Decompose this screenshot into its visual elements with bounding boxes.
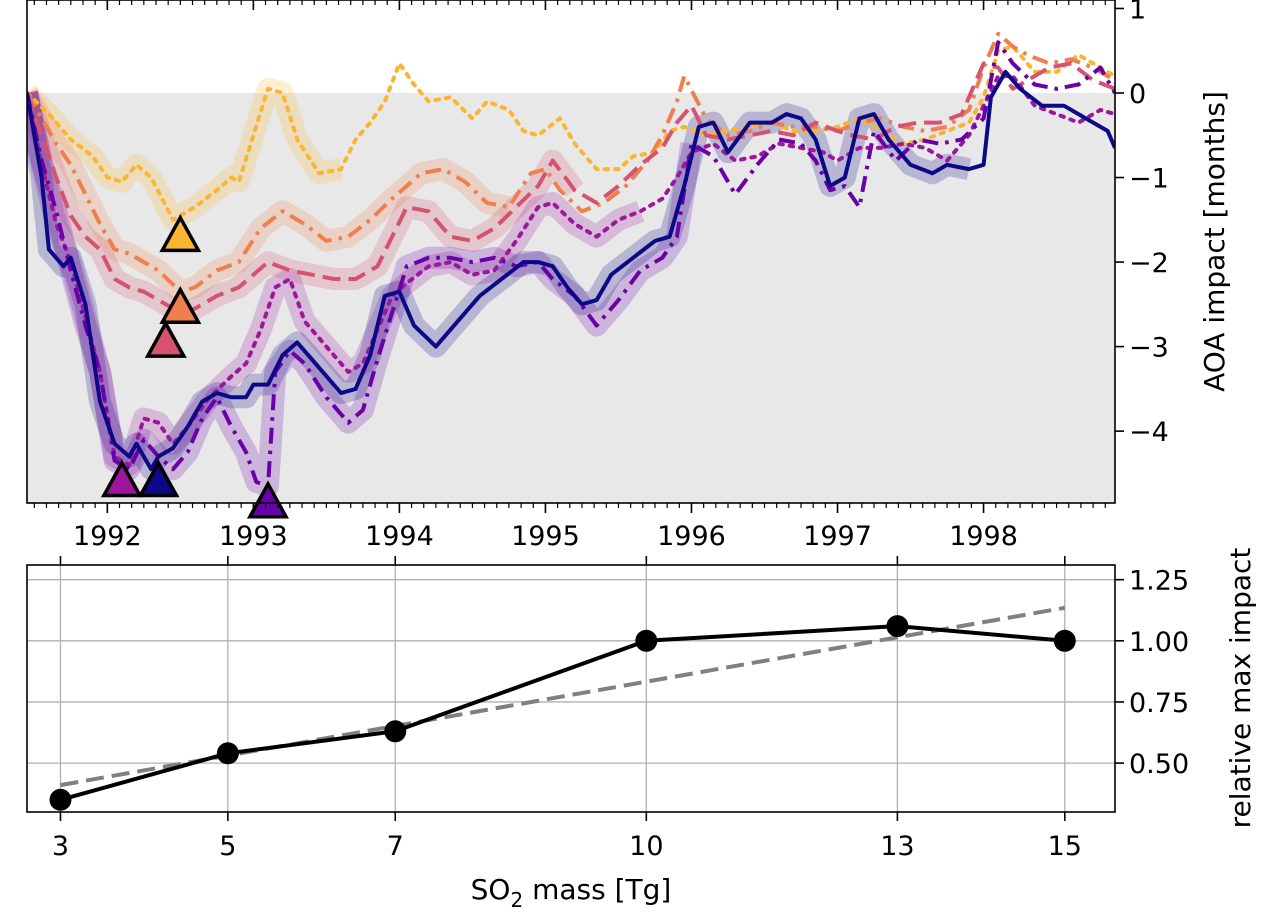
series-5-line — [27, 69, 1115, 472]
x-tick-label: 13 — [880, 831, 914, 862]
xlabel-subscript: 2 — [510, 888, 523, 912]
bottom-data-points — [49, 615, 1076, 811]
bottom-y-axis-label: relative max impact — [1224, 548, 1257, 829]
peak-marker-1 — [159, 285, 202, 324]
bottom-frame — [26, 564, 1116, 813]
series-1-line — [27, 31, 1115, 294]
x-tick-label: 1993 — [219, 521, 288, 552]
bottom-data-line — [59, 624, 1065, 802]
series-0-line — [27, 44, 1115, 222]
data-point — [886, 615, 909, 638]
x-tick-label: 3 — [52, 831, 69, 862]
bottom-panel: 3 5 7 10 13 150.500.751.001.25 SO2 mass [Tg] … — [26, 548, 1257, 912]
negative-region-shading — [27, 92, 1115, 503]
y-tick-label: 0.75 — [1129, 688, 1189, 719]
top-frame — [26, 0, 1116, 504]
x-tick-label: 5 — [219, 831, 236, 862]
bottom-x-axis-label: SO2 mass [Tg] — [471, 873, 672, 912]
peak-marker-0 — [159, 214, 202, 253]
y-tick-label: −3 — [1129, 333, 1169, 364]
peak-markers — [100, 214, 289, 519]
x-tick-label: 1997 — [803, 521, 872, 552]
x-tick-label: 7 — [387, 831, 404, 862]
y-tick-label: 0.50 — [1129, 749, 1189, 780]
peak-marker-3 — [100, 459, 143, 498]
y-tick-label: 1.00 — [1129, 627, 1189, 658]
data-point — [635, 629, 658, 652]
y-tick-label: −2 — [1129, 248, 1169, 279]
x-tick-label: 1994 — [365, 521, 434, 552]
bottom-axes: 3 5 7 10 13 15 0.50 0.75 1.00 1.25 — [26, 556, 1189, 862]
data-line — [59, 624, 1065, 802]
xlabel-rest: mass [Tg] — [523, 873, 671, 906]
y-tick-label: 0 — [1129, 79, 1146, 110]
peak-marker-2 — [144, 319, 187, 358]
series-2-envelope — [27, 89, 584, 324]
peak-marker-4 — [137, 459, 180, 498]
x-tick-label: 1995 — [511, 521, 580, 552]
bottom-plot-background — [27, 565, 1115, 812]
data-point — [384, 720, 407, 743]
xlabel-main: SO — [471, 873, 511, 906]
x-tick-label: 1992 — [73, 521, 142, 552]
top-axes: 1992 1993 1994 1995 1996 1997 1998 −4 −3 −2 −1 0 1 — [26, 0, 1169, 552]
top-y-axis-label: AOA impact [months] — [1198, 91, 1231, 392]
data-point — [49, 788, 72, 811]
peak-marker-5 — [246, 480, 289, 519]
x-tick-label: 15 — [1048, 831, 1082, 862]
bottom-grid — [27, 565, 1115, 812]
y-tick-label: −4 — [1129, 417, 1169, 448]
x-tick-label: 1998 — [949, 521, 1018, 552]
data-point — [216, 742, 239, 765]
y-tick-label: 1 — [1129, 0, 1146, 25]
series-0-envelope — [27, 77, 344, 231]
series-3-line — [27, 74, 1115, 467]
x-tick-label: 1996 — [657, 521, 726, 552]
data-point — [1053, 629, 1076, 652]
y-tick-label: −1 — [1129, 164, 1169, 195]
y-tick-label: 1.25 — [1129, 566, 1189, 597]
x-tick-label: 10 — [629, 831, 663, 862]
top-panel: 1992 1993 1994 1995 1996 1997 1998 −4 −3 −2 −1 0 1 A… — [26, 0, 1231, 552]
